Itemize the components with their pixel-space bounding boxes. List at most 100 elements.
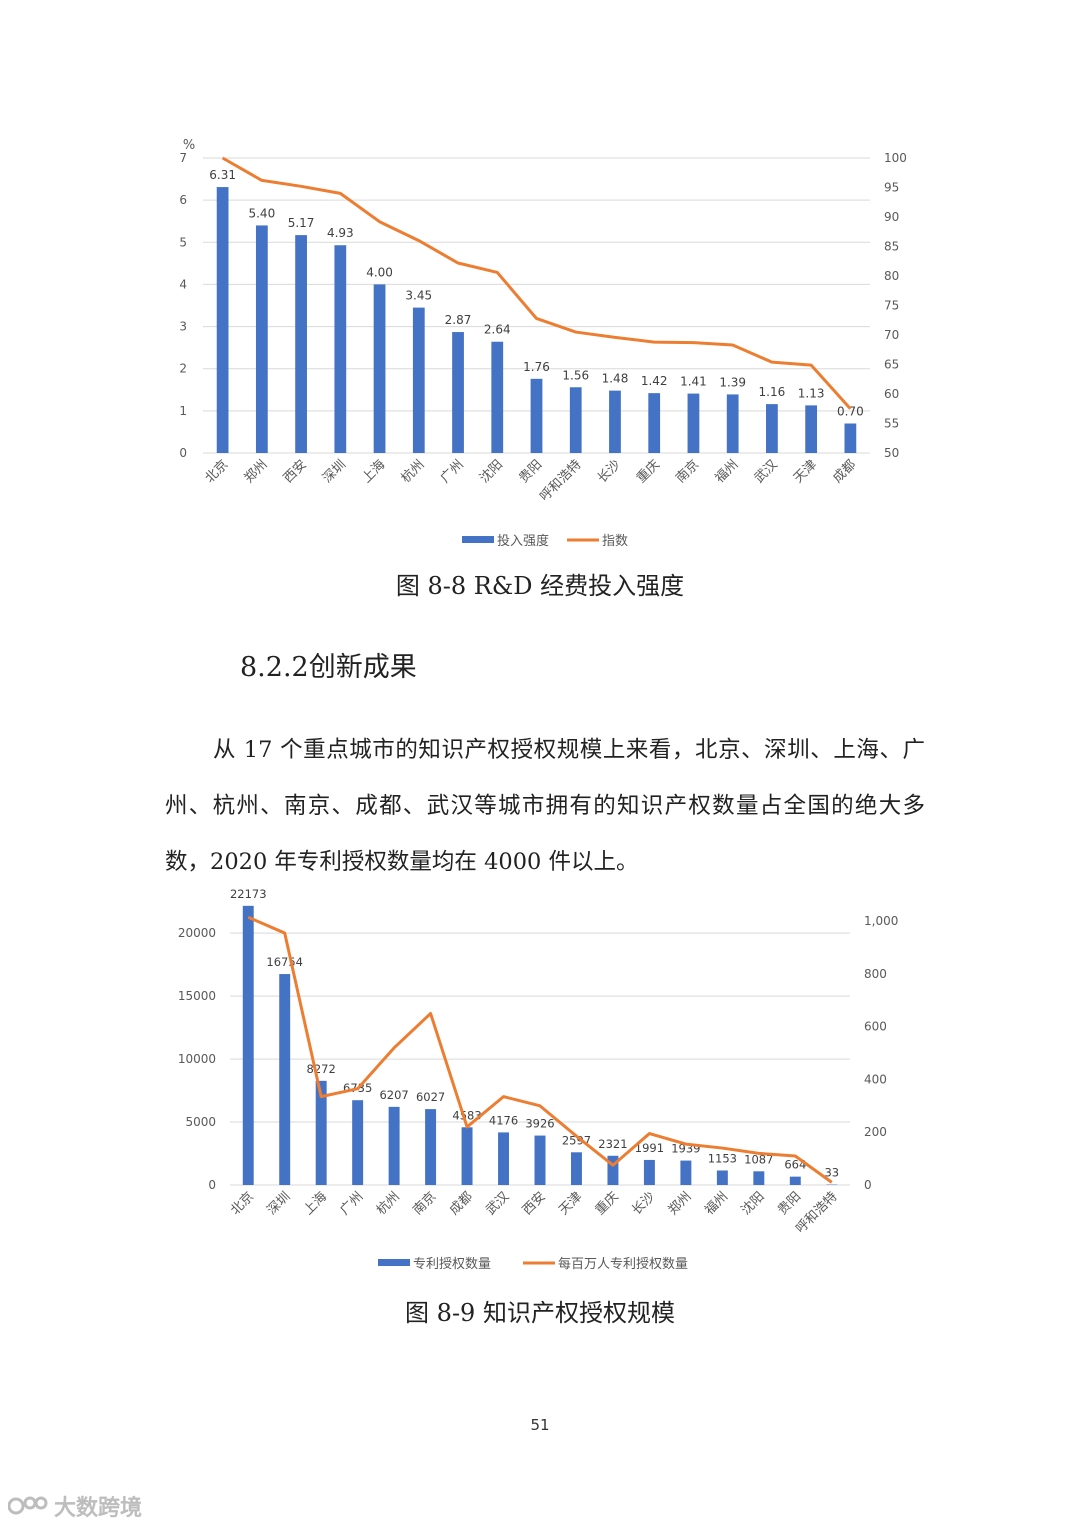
watermark: 大数跨境 [8,1490,142,1522]
page-number: 51 [530,1416,550,1434]
y-left-tick: 10000 [178,1052,216,1066]
data-label: 2.87 [445,313,472,327]
category-label: 杭州 [374,1189,403,1218]
y-left-tick: 3 [179,320,187,334]
data-label: 3926 [525,1117,554,1131]
legend-label: 指数 [602,534,628,549]
category-label: 沈阳 [477,457,506,486]
category-label: 武汉 [752,457,781,486]
y-right-tick: 400 [864,1072,887,1086]
data-label: 1991 [635,1141,664,1155]
data-label: 16754 [266,955,303,969]
bar [216,187,229,454]
bar [334,245,347,453]
bar [716,1170,728,1185]
data-label: 5.17 [288,216,315,230]
category-label: 武汉 [483,1189,512,1218]
bar [534,1135,546,1185]
category-label: 西安 [520,1189,549,1218]
y-left-tick: 7 [179,151,187,165]
y-left-tick: 5000 [185,1115,216,1129]
data-label: 1.42 [641,374,668,388]
data-label: 1.48 [602,372,629,386]
category-label: 深圳 [320,457,349,486]
y-right-tick: 600 [864,1020,887,1034]
bar [687,393,700,453]
y-right-tick: 95 [884,181,899,195]
figure-caption-8-9: 图 8-9 知识产权授权规模 [405,1299,675,1327]
y-right-tick: 0 [864,1178,872,1192]
y-right-tick: 90 [884,210,899,224]
bar [571,1152,582,1185]
data-label: 6.31 [209,168,236,182]
y-right-tick: 50 [884,446,899,460]
y-right-tick: 1,000 [864,914,898,928]
data-label: 2.64 [484,323,511,337]
category-label: 北京 [202,457,231,486]
bar [352,1100,364,1185]
y-right-tick: 200 [864,1125,887,1139]
data-label: 1.16 [759,385,786,399]
category-label: 北京 [228,1189,257,1218]
ip-scale-chart: 0 5000 10000 15000 20000 0 200 400 600 800 1,000 22… [178,887,899,1272]
bar [569,387,582,453]
category-label: 贵阳 [516,457,545,486]
watermark-text: 大数跨境 [54,1496,143,1521]
brand-logo-icon [8,1496,48,1515]
data-label: 8272 [307,1062,336,1076]
bar [388,1106,400,1185]
y-left-tick: 4 [179,277,187,291]
category-label: 贵阳 [775,1189,804,1218]
y-right-tick: 55 [884,417,899,431]
category-label: 广州 [337,1189,366,1218]
body-paragraph: 从 17 个重点城市的知识产权授权规模上来看，北京、深圳、上海、广州、杭州、南京… [165,737,925,875]
data-label: 22173 [230,887,267,901]
data-label: 1.13 [798,386,825,400]
data-label: 33 [824,1166,839,1180]
bar [789,1176,801,1185]
y-left-unit: % [183,138,195,153]
y-right-tick: 60 [884,387,899,401]
y-right-tick: 80 [884,269,899,283]
data-label: 1.76 [523,360,550,374]
bar [255,225,268,453]
category-label: 长沙 [629,1189,658,1218]
category-label: 成都 [447,1189,476,1218]
bar [315,1080,327,1185]
bar [498,1132,509,1185]
legend-swatch-bar [462,536,494,543]
bar [766,404,778,453]
data-label: 1.39 [719,375,746,389]
data-label: 1.56 [562,368,589,382]
category-label: 深圳 [265,1189,294,1218]
bar [295,235,307,453]
legend-label: 投入强度 [497,533,549,549]
category-label: 呼和浩特 [537,457,584,504]
bar [643,1159,655,1185]
bar [609,390,621,453]
legend-swatch-bar [378,1259,410,1266]
y-left-tick: 0 [208,1178,216,1192]
data-label: 0.70 [837,405,864,419]
category-label: 天津 [556,1189,585,1218]
y-left-tick: 2 [179,362,187,376]
bar [412,307,425,453]
bar [452,332,464,453]
y-left-tick: 6 [179,193,187,207]
bar [726,394,739,453]
section-heading: 8.2.2创新成果 [240,652,417,683]
category-label: 西安 [281,457,310,486]
bar [648,393,661,453]
bar [279,974,291,1185]
category-label: 重庆 [633,457,663,487]
category-label: 南京 [410,1189,440,1219]
data-label: 1087 [744,1152,773,1166]
data-label: 6027 [416,1090,445,1104]
rd-intensity-chart: 0 1 2 3 4 5 6 7 50 55 60 65 70 75 80 85 90 95 100% 6.31 5.40… [179,138,907,549]
category-label: 长沙 [595,457,624,486]
data-label: 6207 [379,1088,408,1102]
category-label: 南京 [673,457,703,487]
category-label: 杭州 [399,457,428,486]
category-label: 郑州 [242,457,271,486]
bar [425,1109,437,1185]
